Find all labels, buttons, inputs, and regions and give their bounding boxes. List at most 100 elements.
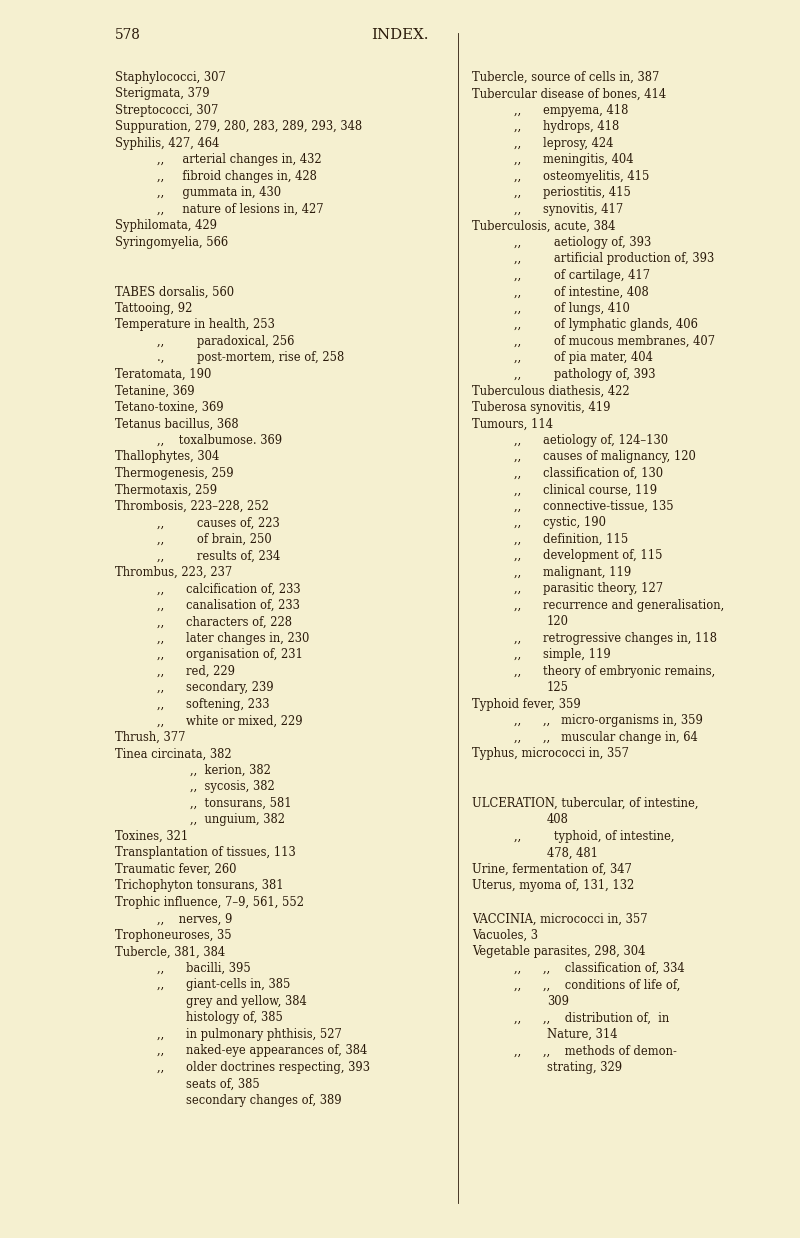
Text: ,,         of lungs, 410: ,, of lungs, 410 (514, 302, 630, 314)
Text: ,,      clinical course, 119: ,, clinical course, 119 (514, 484, 657, 496)
Text: ,,         paradoxical, 256: ,, paradoxical, 256 (157, 335, 294, 348)
Text: Tuberculosis, acute, 384: Tuberculosis, acute, 384 (472, 219, 615, 233)
Text: Traumatic fever, 260: Traumatic fever, 260 (115, 863, 237, 877)
Text: Teratomata, 190: Teratomata, 190 (115, 368, 211, 381)
Text: Toxines, 321: Toxines, 321 (115, 829, 188, 843)
Text: INDEX.: INDEX. (371, 28, 429, 42)
Text: .,         post-mortem, rise of, 258: ., post-mortem, rise of, 258 (157, 352, 344, 364)
Text: ,,         of cartilage, 417: ,, of cartilage, 417 (514, 269, 650, 282)
Text: ,,      causes of malignancy, 120: ,, causes of malignancy, 120 (514, 451, 696, 463)
Text: Tubercle, source of cells in, 387: Tubercle, source of cells in, 387 (472, 71, 659, 84)
Text: ,,      later changes in, 230: ,, later changes in, 230 (157, 633, 310, 645)
Text: ,,      empyema, 418: ,, empyema, 418 (514, 104, 628, 118)
Text: ,,     arterial changes in, 432: ,, arterial changes in, 432 (157, 154, 322, 166)
Text: TABES dorsalis, 560: TABES dorsalis, 560 (115, 286, 234, 298)
Text: Typhus, micrococci in, 357: Typhus, micrococci in, 357 (472, 748, 629, 760)
Text: ,,         of brain, 250: ,, of brain, 250 (157, 534, 272, 546)
Text: Tubercular disease of bones, 414: Tubercular disease of bones, 414 (472, 88, 666, 100)
Text: ,,      ,,    conditions of life of,: ,, ,, conditions of life of, (514, 978, 680, 992)
Text: Trophic influence, 7–9, 561, 552: Trophic influence, 7–9, 561, 552 (115, 896, 304, 909)
Text: seats of, 385: seats of, 385 (157, 1077, 260, 1091)
Text: Transplantation of tissues, 113: Transplantation of tissues, 113 (115, 847, 296, 859)
Text: Streptococci, 307: Streptococci, 307 (115, 104, 218, 118)
Text: ,,  unguium, 382: ,, unguium, 382 (190, 813, 285, 827)
Text: ,,      white or mixed, 229: ,, white or mixed, 229 (157, 714, 302, 728)
Text: ,,      softening, 233: ,, softening, 233 (157, 698, 270, 711)
Text: Trichophyton tonsurans, 381: Trichophyton tonsurans, 381 (115, 879, 284, 893)
Text: ,,         of lymphatic glands, 406: ,, of lymphatic glands, 406 (514, 318, 698, 332)
Text: ,,      meningitis, 404: ,, meningitis, 404 (514, 154, 634, 166)
Text: ,,      secondary, 239: ,, secondary, 239 (157, 681, 274, 695)
Text: Syphilomata, 429: Syphilomata, 429 (115, 219, 217, 233)
Text: ,,      ,,   muscular change in, 64: ,, ,, muscular change in, 64 (514, 730, 698, 744)
Text: Nature, 314: Nature, 314 (547, 1028, 618, 1041)
Text: Sterigmata, 379: Sterigmata, 379 (115, 88, 210, 100)
Text: ,,      theory of embryonic remains,: ,, theory of embryonic remains, (514, 665, 715, 678)
Text: ,,      older doctrines respecting, 393: ,, older doctrines respecting, 393 (157, 1061, 370, 1075)
Text: Staphylococci, 307: Staphylococci, 307 (115, 71, 226, 84)
Text: Tattooing, 92: Tattooing, 92 (115, 302, 192, 314)
Text: ,,      parasitic theory, 127: ,, parasitic theory, 127 (514, 583, 663, 595)
Text: ,,      in pulmonary phthisis, 527: ,, in pulmonary phthisis, 527 (157, 1028, 342, 1041)
Text: 578: 578 (115, 28, 141, 42)
Text: ,,      synovitis, 417: ,, synovitis, 417 (514, 203, 623, 215)
Text: ,,         of pia mater, 404: ,, of pia mater, 404 (514, 352, 653, 364)
Text: ,,      ,,    classification of, 334: ,, ,, classification of, 334 (514, 962, 685, 976)
Text: ,,    nerves, 9: ,, nerves, 9 (157, 912, 232, 926)
Text: ,,      canalisation of, 233: ,, canalisation of, 233 (157, 599, 300, 612)
Text: Tubercle, 381, 384: Tubercle, 381, 384 (115, 946, 225, 958)
Text: 408: 408 (547, 813, 569, 827)
Text: VACCINIA, micrococci in, 357: VACCINIA, micrococci in, 357 (472, 912, 648, 926)
Text: Syphilis, 427, 464: Syphilis, 427, 464 (115, 137, 219, 150)
Text: ,,     gummata in, 430: ,, gummata in, 430 (157, 187, 281, 199)
Text: ,,      characters of, 228: ,, characters of, 228 (157, 615, 292, 629)
Text: ,,      retrogressive changes in, 118: ,, retrogressive changes in, 118 (514, 633, 717, 645)
Text: ,,  kerion, 382: ,, kerion, 382 (190, 764, 271, 777)
Text: Tetanus bacillus, 368: Tetanus bacillus, 368 (115, 417, 238, 431)
Text: Tetano-toxine, 369: Tetano-toxine, 369 (115, 401, 224, 413)
Text: Syringomyelia, 566: Syringomyelia, 566 (115, 236, 228, 249)
Text: ,,      ,,    distribution of,  in: ,, ,, distribution of, in (514, 1011, 670, 1025)
Text: ,,      connective-tissue, 135: ,, connective-tissue, 135 (514, 500, 674, 513)
Text: Thallophytes, 304: Thallophytes, 304 (115, 451, 219, 463)
Text: Tinea circinata, 382: Tinea circinata, 382 (115, 748, 232, 760)
Text: Tumours, 114: Tumours, 114 (472, 417, 553, 431)
Text: ,,      definition, 115: ,, definition, 115 (514, 534, 628, 546)
Text: Temperature in health, 253: Temperature in health, 253 (115, 318, 275, 332)
Text: ,,     nature of lesions in, 427: ,, nature of lesions in, 427 (157, 203, 324, 215)
Text: ,,         results of, 234: ,, results of, 234 (157, 550, 280, 562)
Text: 478, 481: 478, 481 (547, 847, 598, 859)
Text: ,,         typhoid, of intestine,: ,, typhoid, of intestine, (514, 829, 674, 843)
Text: ,,  sycosis, 382: ,, sycosis, 382 (190, 780, 274, 794)
Text: grey and yellow, 384: grey and yellow, 384 (157, 995, 306, 1008)
Text: Thermotaxis, 259: Thermotaxis, 259 (115, 484, 217, 496)
Text: ,,         aetiology of, 393: ,, aetiology of, 393 (514, 236, 651, 249)
Text: ,,      osteomyelitis, 415: ,, osteomyelitis, 415 (514, 170, 650, 183)
Text: ,,      classification of, 130: ,, classification of, 130 (514, 467, 663, 480)
Text: Typhoid fever, 359: Typhoid fever, 359 (472, 698, 581, 711)
Text: ULCERATION, tubercular, of intestine,: ULCERATION, tubercular, of intestine, (472, 797, 698, 810)
Text: ,,      hydrops, 418: ,, hydrops, 418 (514, 120, 619, 134)
Text: ,,      ,,   micro-organisms in, 359: ,, ,, micro-organisms in, 359 (514, 714, 703, 728)
Text: ,,      giant-cells in, 385: ,, giant-cells in, 385 (157, 978, 290, 992)
Text: ,,      simple, 119: ,, simple, 119 (514, 649, 610, 661)
Text: ,,         of intestine, 408: ,, of intestine, 408 (514, 286, 649, 298)
Text: ,,      recurrence and generalisation,: ,, recurrence and generalisation, (514, 599, 724, 612)
Text: 125: 125 (547, 681, 569, 695)
Text: ,,         artificial production of, 393: ,, artificial production of, 393 (514, 253, 714, 265)
Text: 120: 120 (547, 615, 569, 629)
Text: ,,      red, 229: ,, red, 229 (157, 665, 235, 678)
Text: Uterus, myoma of, 131, 132: Uterus, myoma of, 131, 132 (472, 879, 634, 893)
Text: Thrombus, 223, 237: Thrombus, 223, 237 (115, 566, 232, 579)
Text: ,,     fibroid changes in, 428: ,, fibroid changes in, 428 (157, 170, 317, 183)
Text: Vegetable parasites, 298, 304: Vegetable parasites, 298, 304 (472, 946, 646, 958)
Text: ,,      aetiology of, 124–130: ,, aetiology of, 124–130 (514, 435, 668, 447)
Text: Tetanine, 369: Tetanine, 369 (115, 385, 194, 397)
Text: ,,      naked-eye appearances of, 384: ,, naked-eye appearances of, 384 (157, 1045, 367, 1057)
Text: ,,      calcification of, 233: ,, calcification of, 233 (157, 583, 301, 595)
Text: ,,    toxalbumose. 369: ,, toxalbumose. 369 (157, 435, 282, 447)
Text: ,,         of mucous membranes, 407: ,, of mucous membranes, 407 (514, 335, 715, 348)
Text: ,,      periostitis, 415: ,, periostitis, 415 (514, 187, 631, 199)
Text: 309: 309 (547, 995, 569, 1008)
Text: Thrush, 377: Thrush, 377 (115, 730, 186, 744)
